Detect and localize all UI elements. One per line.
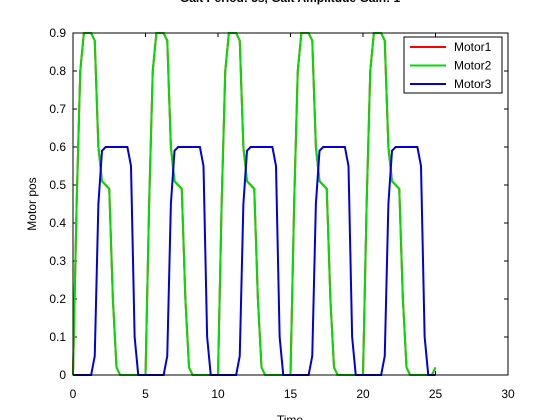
x-tick-label: 5 bbox=[142, 387, 149, 401]
y-tick-label: 0.7 bbox=[49, 102, 66, 116]
y-tick-label: 0.6 bbox=[49, 140, 66, 154]
x-axis-label: Time bbox=[277, 413, 304, 420]
y-tick-label: 0.2 bbox=[49, 292, 66, 306]
y-tick-label: 0.4 bbox=[49, 216, 66, 230]
x-tick-label: 20 bbox=[356, 387, 370, 401]
x-tick-label: 25 bbox=[429, 387, 443, 401]
y-tick-label: 0.5 bbox=[49, 178, 66, 192]
x-tick-label: 15 bbox=[284, 387, 298, 401]
y-tick-label: 0.8 bbox=[49, 64, 66, 78]
y-axis-label: Motor pos bbox=[25, 177, 39, 230]
legend-label: Motor2 bbox=[454, 59, 492, 73]
legend-label: Motor3 bbox=[454, 77, 492, 91]
y-tick-label: 0.3 bbox=[49, 254, 66, 268]
axes-box bbox=[72, 32, 509, 376]
y-tick-label: 0 bbox=[59, 368, 66, 382]
legend-label: Motor1 bbox=[454, 40, 492, 54]
x-tick-label: 0 bbox=[70, 387, 77, 401]
chart-title: Gait Period: 5s, Gait Amplitude Gain: 1 bbox=[180, 0, 401, 5]
y-tick-label: 0.9 bbox=[49, 26, 66, 40]
x-tick-label: 10 bbox=[211, 387, 225, 401]
y-tick-label: 0.1 bbox=[49, 330, 66, 344]
x-tick-label: 30 bbox=[501, 387, 515, 401]
